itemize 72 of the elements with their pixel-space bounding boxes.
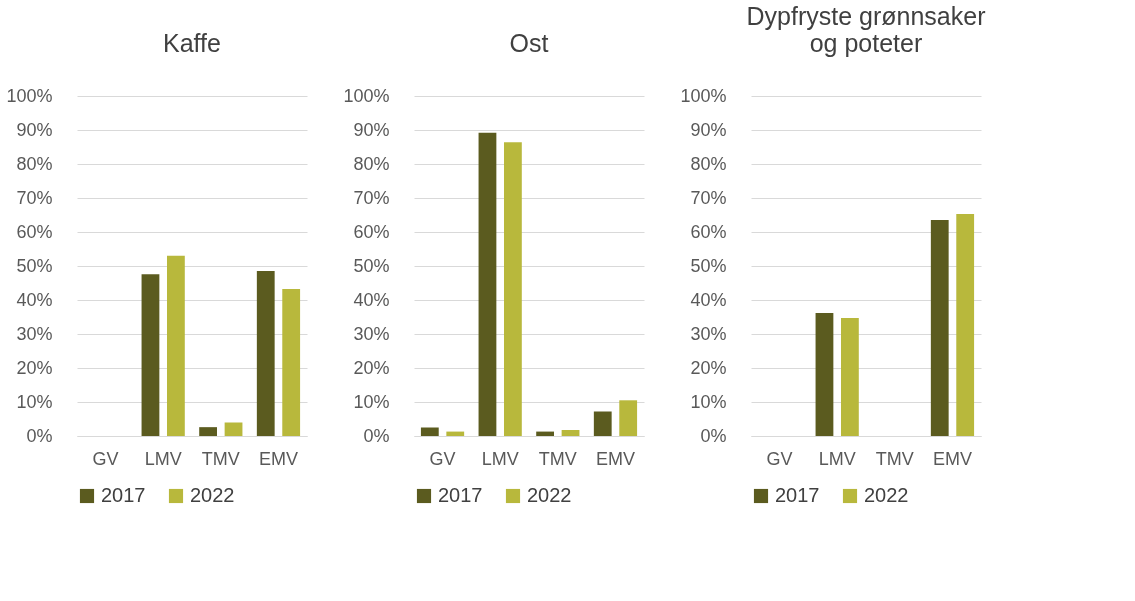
bar	[478, 132, 497, 436]
y-tick-label: 100%	[680, 85, 727, 106]
y-tick-label: 80%	[353, 153, 390, 174]
y-tick-label: 40%	[353, 289, 390, 310]
y-tick-label: 30%	[690, 323, 727, 344]
x-tick-label: EMV	[258, 448, 298, 469]
bar	[224, 422, 243, 436]
y-tick-label: 80%	[690, 153, 727, 174]
legend-label: 2022	[190, 484, 235, 506]
x-tick-label: GV	[92, 448, 119, 469]
bar	[536, 431, 555, 436]
bar	[619, 400, 638, 436]
y-tick-label: 40%	[690, 289, 727, 310]
y-tick-label: 0%	[363, 425, 390, 446]
y-tick-label: 70%	[16, 187, 53, 208]
y-tick-label: 70%	[690, 187, 727, 208]
bar	[420, 427, 439, 436]
bar	[282, 289, 301, 436]
legend-label: 2017	[438, 484, 483, 506]
y-tick-label: 90%	[690, 119, 727, 140]
y-tick-label: 10%	[690, 391, 727, 412]
y-tick-label: 30%	[353, 323, 390, 344]
bar	[503, 142, 522, 436]
bar	[593, 411, 612, 436]
y-tick-label: 30%	[16, 323, 53, 344]
y-tick-label: 60%	[353, 221, 390, 242]
bar	[166, 255, 185, 436]
bar	[815, 312, 834, 436]
y-tick-label: 20%	[16, 357, 53, 378]
y-tick-label: 10%	[353, 391, 390, 412]
x-tick-label: TMV	[538, 448, 577, 469]
x-tick-label: LMV	[144, 448, 182, 469]
legend-label: 2017	[775, 484, 820, 506]
bar	[141, 274, 160, 436]
y-tick-label: 100%	[6, 85, 53, 106]
y-tick-label: 70%	[353, 187, 390, 208]
x-tick-label: EMV	[932, 448, 972, 469]
y-tick-label: 90%	[16, 119, 53, 140]
chart-title: Dypfryste grønnsaker og poteter	[746, 2, 986, 57]
chart-title: Ost	[509, 29, 549, 57]
legend-label: 2022	[864, 484, 909, 506]
y-tick-label: 50%	[16, 255, 53, 276]
legend-label: 2022	[527, 484, 572, 506]
y-tick-label: 20%	[353, 357, 390, 378]
y-tick-label: 60%	[16, 221, 53, 242]
y-tick-label: 20%	[690, 357, 727, 378]
x-tick-label: GV	[766, 448, 793, 469]
x-tick-label: LMV	[481, 448, 519, 469]
x-tick-label: EMV	[595, 448, 635, 469]
y-tick-label: 50%	[690, 255, 727, 276]
y-tick-label: 10%	[16, 391, 53, 412]
bar	[256, 271, 275, 436]
bar	[930, 220, 949, 436]
x-tick-label: TMV	[201, 448, 240, 469]
y-tick-label: 0%	[700, 425, 727, 446]
chart-title: Kaffe	[163, 29, 221, 57]
y-tick-label: 100%	[343, 85, 390, 106]
bar	[446, 431, 465, 436]
y-tick-label: 90%	[353, 119, 390, 140]
legend-label: 2017	[101, 484, 146, 506]
x-tick-label: TMV	[875, 448, 914, 469]
y-tick-label: 0%	[26, 425, 53, 446]
y-tick-label: 40%	[16, 289, 53, 310]
y-tick-label: 50%	[353, 255, 390, 276]
bar	[199, 427, 218, 436]
bar	[561, 429, 580, 436]
x-tick-label: GV	[429, 448, 456, 469]
y-tick-label: 80%	[16, 153, 53, 174]
y-tick-label: 60%	[690, 221, 727, 242]
bar	[956, 213, 975, 436]
bar	[840, 318, 859, 436]
x-tick-label: LMV	[818, 448, 856, 469]
